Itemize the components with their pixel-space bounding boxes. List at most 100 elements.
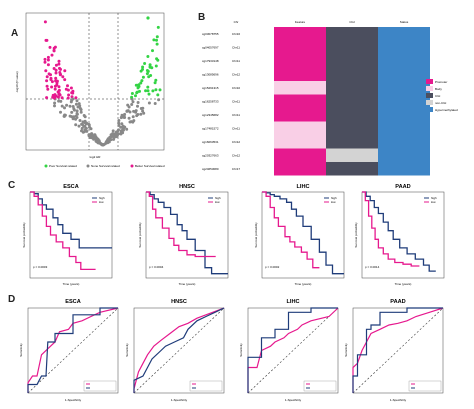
volcano-point bbox=[134, 94, 137, 98]
volcano-point bbox=[45, 75, 49, 79]
volcano-point bbox=[153, 81, 157, 85]
volcano-point bbox=[45, 84, 49, 88]
heatmap-cell-feature bbox=[274, 148, 326, 162]
volcano-point bbox=[139, 81, 143, 85]
volcano-point bbox=[53, 45, 57, 49]
volcano-point bbox=[45, 96, 49, 100]
legend-swatch-noncgi bbox=[426, 100, 433, 105]
volcano-point bbox=[49, 78, 53, 81]
roc-panel: ESCA 1-Specificity Sensitivity HNSC 1-Specif… bbox=[19, 299, 444, 402]
heatmap-row-id: cg12345682 bbox=[202, 113, 219, 117]
volcano-point bbox=[119, 116, 123, 120]
km-curve-low bbox=[262, 191, 320, 269]
volcano-point bbox=[143, 62, 147, 65]
roc-y-label: Sensitivity bbox=[239, 343, 243, 357]
volcano-point bbox=[54, 79, 58, 83]
heatmap-row-chr: Chr11 bbox=[232, 113, 240, 117]
volcano-point bbox=[155, 35, 159, 39]
volcano-point bbox=[44, 69, 48, 73]
km-legend-high: high bbox=[99, 196, 105, 200]
volcano-point bbox=[68, 104, 72, 108]
roc-x-label: 1-Specificity bbox=[390, 398, 407, 402]
volcano-point bbox=[63, 78, 67, 82]
roc-title: ESCA bbox=[65, 299, 81, 305]
heatmap-row-id: cg20327663 bbox=[202, 153, 219, 157]
volcano-point bbox=[121, 131, 125, 135]
volcano-point bbox=[69, 100, 73, 104]
heatmap-cell-status bbox=[378, 67, 430, 81]
roc-diagonal bbox=[27, 307, 119, 394]
heatmap-row-id: cg13085696 bbox=[202, 72, 219, 76]
volcano-point bbox=[117, 119, 121, 122]
volcano-point bbox=[57, 92, 61, 96]
volcano-point bbox=[59, 99, 63, 103]
volcano-point bbox=[131, 100, 135, 104]
heatmap-cell-cgi bbox=[326, 121, 378, 135]
volcano-point bbox=[87, 122, 91, 126]
legend-swatch-hyper bbox=[426, 107, 433, 112]
roc-curve-pink bbox=[27, 307, 119, 393]
volcano-point bbox=[71, 105, 75, 108]
volcano-point bbox=[130, 92, 134, 95]
volcano-point bbox=[69, 86, 73, 90]
volcano-point bbox=[110, 133, 114, 137]
legend-swatch-none bbox=[86, 164, 90, 168]
volcano-point bbox=[125, 109, 129, 113]
volcano-point bbox=[134, 83, 138, 87]
volcano-point bbox=[58, 73, 62, 77]
heatmap-cell-status bbox=[378, 27, 430, 41]
km-legend-high: high bbox=[431, 196, 437, 200]
volcano-point bbox=[98, 141, 102, 144]
legend-swatch-body bbox=[426, 86, 433, 91]
panel-label-d: D bbox=[8, 294, 16, 305]
heatmap-cell-status bbox=[378, 135, 430, 149]
km-y-label: Survival probability bbox=[138, 222, 142, 248]
volcano-point bbox=[149, 74, 153, 77]
volcano-point bbox=[117, 123, 121, 127]
km-y-label: Survival probability bbox=[22, 222, 26, 248]
roc-curve-navy bbox=[133, 307, 225, 393]
heatmap-cell-status bbox=[378, 108, 430, 122]
km-plots: ESCA p = 0.0003 Time (years) Survival proba… bbox=[22, 184, 445, 286]
volcano-point bbox=[74, 96, 78, 100]
volcano-point bbox=[117, 121, 121, 125]
volcano-point bbox=[154, 88, 158, 92]
heatmap-cell-status bbox=[378, 162, 430, 176]
heatmap-row-chr: Chr11 bbox=[232, 99, 240, 103]
legend-swatch-better bbox=[130, 164, 134, 168]
volcano-point bbox=[139, 107, 143, 110]
roc-frame bbox=[27, 307, 119, 394]
legend-swatch-poor bbox=[44, 164, 48, 168]
volcano-point bbox=[89, 127, 93, 131]
km-legend-low: low bbox=[215, 200, 220, 204]
heatmap-cell-status bbox=[378, 94, 430, 108]
volcano-point bbox=[50, 85, 54, 89]
heatmap-col-status: Status bbox=[400, 20, 409, 24]
heatmap-cell-status bbox=[378, 121, 430, 135]
roc-title: PAAD bbox=[390, 299, 405, 305]
volcano-point bbox=[136, 104, 139, 108]
volcano-point bbox=[153, 102, 157, 105]
km-panel: ESCA p = 0.0003 Time (years) Survival proba… bbox=[22, 184, 445, 286]
heatmap-cell-feature bbox=[274, 135, 326, 149]
heatmap-row-id: cg03078755 bbox=[202, 32, 219, 36]
heatmap-cell-feature bbox=[274, 40, 326, 54]
volcano-point bbox=[71, 89, 75, 93]
volcano-point bbox=[47, 72, 51, 76]
volcano-point bbox=[132, 119, 136, 123]
panel-label-b: B bbox=[198, 12, 206, 23]
volcano-point bbox=[137, 83, 141, 87]
volcano-point bbox=[78, 119, 82, 122]
volcano-point bbox=[146, 89, 150, 93]
volcano-point bbox=[60, 104, 64, 108]
volcano-point bbox=[139, 112, 143, 116]
volcano-point bbox=[50, 80, 54, 84]
volcano-point bbox=[128, 120, 132, 124]
volcano-point bbox=[46, 58, 50, 62]
volcano-point bbox=[65, 103, 69, 107]
volcano-point bbox=[75, 112, 79, 115]
km-title: PAAD bbox=[395, 184, 410, 190]
heatmap-col-chr: Chr bbox=[234, 20, 239, 24]
volcano-frame bbox=[25, 12, 165, 151]
roc-curve-navy bbox=[352, 307, 443, 393]
